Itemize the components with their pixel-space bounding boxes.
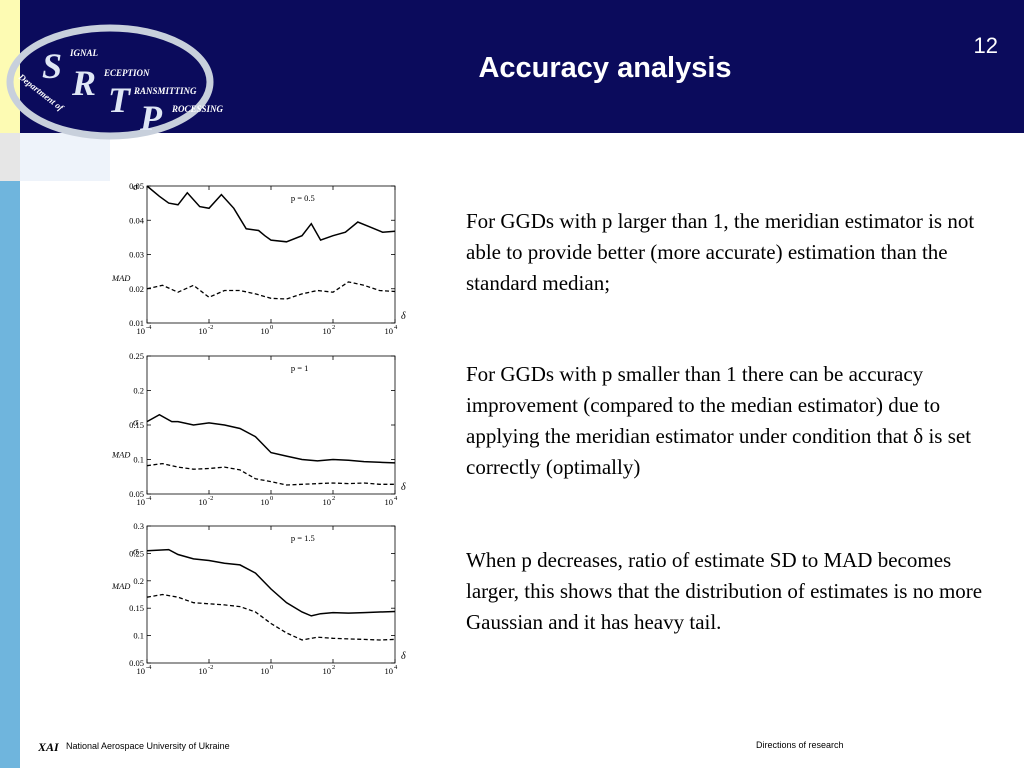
chart-2-series-sigma-line — [146, 413, 396, 464]
chart-1-ytick-label: 0.02 — [129, 284, 144, 294]
chart-2-series-label: σ — [133, 418, 139, 429]
chart-1-xtick-label: 10 — [385, 326, 394, 336]
chart-3-ytick-label: 0.2 — [133, 576, 144, 586]
paragraph-3: When p decreases, ratio of estimate SD t… — [466, 548, 983, 634]
footer-university: National Aerospace University of Ukraine — [66, 741, 230, 751]
paragraph-1: For GGDs with p larger than 1, the merid… — [466, 209, 975, 295]
chart-2-xtick-exponent: 0 — [270, 495, 273, 502]
chart-3-xtick-label: 10 — [137, 666, 146, 676]
chart-2-ytick-label: 0.2 — [133, 386, 144, 396]
left-panel — [20, 133, 110, 181]
chart-3-series-mad-line — [146, 593, 396, 641]
paragraph-2: For GGDs with p smaller than 1 there can… — [466, 362, 972, 479]
slide-title: Accuracy analysis — [478, 52, 732, 84]
page-number: 12 — [973, 33, 998, 58]
chart-1-ytick-label: 0.03 — [129, 250, 144, 260]
chart-1-xtick-exponent: -4 — [146, 324, 152, 331]
left-stripe-gray — [0, 133, 20, 181]
chart-3-ytick-label: 0.25 — [129, 548, 144, 558]
chart-1-xtick-exponent: 4 — [394, 324, 398, 331]
footer-left: ХАІ National Aerospace University of Ukr… — [38, 738, 230, 754]
chart-2-frame — [146, 355, 396, 495]
chart-3-xtick-label: 10 — [323, 666, 332, 676]
chart-3-series-label: MAD — [111, 581, 131, 591]
chart-2-xlabel: δ — [401, 482, 406, 493]
logo-letter-t: T — [108, 80, 132, 120]
chart-3-xtick-exponent: 2 — [332, 664, 335, 671]
chart-3-ytick-label: 0.1 — [133, 631, 144, 641]
chart-2-ytick-label: 0.1 — [133, 455, 144, 465]
chart-1-xlabel: δ — [401, 311, 406, 322]
chart-3-ytick-label: 0.15 — [129, 603, 144, 613]
chart-3-xtick-label: 10 — [199, 666, 208, 676]
chart-3-ytick-label: 0.05 — [129, 658, 144, 668]
chart-1-xtick-label: 10 — [199, 326, 208, 336]
chart-3-xlabel: δ — [401, 651, 406, 662]
logo-word-processing: ROCESSING — [171, 104, 224, 114]
chart-1-annotation: p = 0.5 — [291, 193, 315, 203]
chart-3-xtick-exponent: -4 — [146, 664, 152, 671]
logo-letter-p: P — [139, 98, 163, 138]
chart-3-xtick-exponent: 0 — [270, 664, 273, 671]
chart-3-ytick-label: 0.3 — [133, 521, 144, 531]
chart-3-series-label: σ — [133, 547, 139, 558]
chart-2-annotation: p = 1 — [291, 363, 309, 373]
chart-2-ytick-label: 0.15 — [129, 420, 144, 430]
chart-1-xtick-exponent: 2 — [332, 324, 335, 331]
logo-word-signal: IGNAL — [69, 48, 99, 58]
chart-2-xtick-exponent: -2 — [208, 495, 213, 502]
logo-letter-s: S — [42, 46, 62, 86]
footer-section: Directions of research — [756, 740, 844, 750]
logo-letter-r: R — [71, 63, 96, 103]
chart-1-series-mad-line — [146, 281, 396, 300]
chart-3-xtick-label: 10 — [385, 666, 394, 676]
chart-3-xtick-exponent: -2 — [208, 664, 213, 671]
chart-1-frame — [146, 185, 396, 324]
chart-1-ytick-label: 0.05 — [129, 181, 144, 191]
chart-2-xtick-label: 10 — [261, 497, 270, 507]
left-stripe-blue — [0, 181, 20, 768]
chart-1-series-label: σ — [133, 182, 139, 193]
chart-1-xtick-exponent: 0 — [270, 324, 273, 331]
logo-word-transmitting: RANSMITTING — [133, 86, 197, 96]
header-bar — [0, 0, 1024, 133]
chart-2-xtick-exponent: -4 — [146, 495, 152, 502]
chart-3-xtick-label: 10 — [261, 666, 270, 676]
chart-2-xtick-label: 10 — [385, 497, 394, 507]
university-logo-text: ХАІ — [38, 740, 60, 752]
chart-1-ytick-label: 0.04 — [129, 215, 145, 225]
chart-3-series-sigma-line — [146, 548, 396, 617]
chart-1-xtick-label: 10 — [261, 326, 270, 336]
chart-1-xtick-label: 10 — [323, 326, 332, 336]
chart-2-xtick-label: 10 — [323, 497, 332, 507]
chart-1-series-label: MAD — [111, 273, 131, 283]
chart-3-frame — [146, 525, 396, 664]
chart-2-ytick-label: 0.05 — [129, 489, 144, 499]
chart-2-xtick-exponent: 4 — [394, 495, 398, 502]
chart-1-ytick-label: 0.01 — [129, 318, 144, 328]
chart-2-ytick-label: 0.25 — [129, 351, 144, 361]
chart-2-xtick-label: 10 — [137, 497, 146, 507]
chart-3-annotation: p = 1.5 — [291, 533, 315, 543]
chart-1-series-sigma-line — [146, 185, 396, 243]
chart-1-xtick-exponent: -2 — [208, 324, 213, 331]
chart-2-xtick-exponent: 2 — [332, 495, 335, 502]
chart-2-xtick-label: 10 — [199, 497, 208, 507]
logo-ring — [6, 24, 214, 140]
chart-3-xtick-exponent: 4 — [394, 664, 398, 671]
chart-1-xtick-label: 10 — [137, 326, 146, 336]
chart-2-series-label: MAD — [111, 450, 131, 460]
srtp-logo: S R T P IGNAL ECEPTION RANSMITTING ROCES… — [6, 24, 224, 140]
logo-word-reception: ECEPTION — [103, 68, 150, 78]
university-logo: ХАІ — [38, 740, 60, 752]
chart-2-series-mad-line — [146, 462, 395, 486]
